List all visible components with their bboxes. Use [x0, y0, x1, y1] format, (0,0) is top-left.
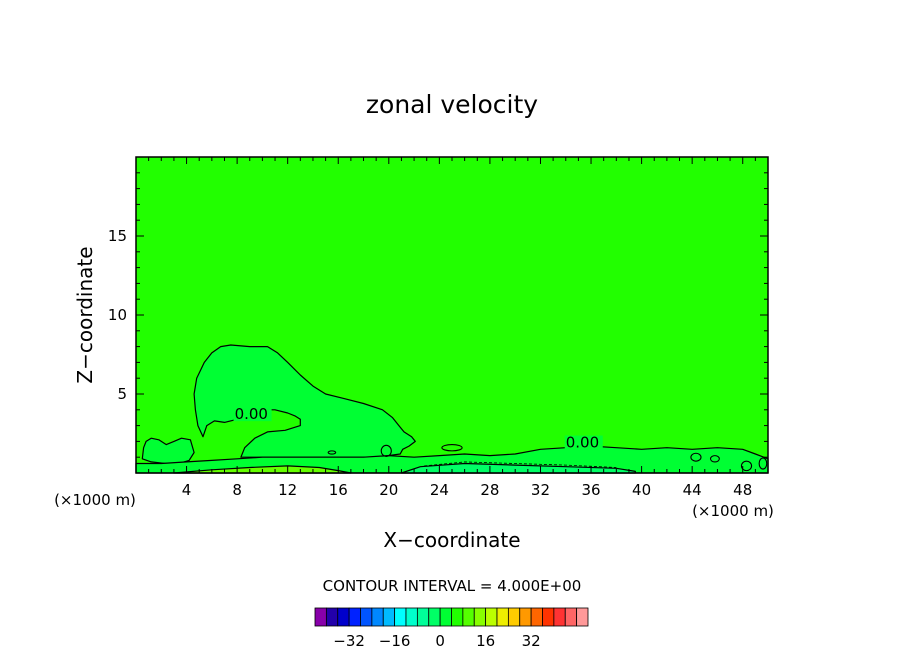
- y-tick-label-15: 15: [108, 227, 127, 245]
- x-tick-label-4: 4: [182, 481, 192, 499]
- small-contour-6: [327, 450, 337, 455]
- colorbar-swatch-18: [519, 607, 532, 627]
- y-axis-label: Z−coordinate: [73, 246, 97, 383]
- colorbar-swatch-11: [439, 607, 452, 627]
- colorbar-swatch-17: [507, 607, 521, 627]
- colorbar-swatch-8: [405, 607, 418, 627]
- x-axis-label: X−coordinate: [383, 528, 520, 552]
- small-contour-4: [740, 460, 753, 472]
- colorbar-label-0: −32: [333, 632, 365, 650]
- small-contour-5: [758, 457, 768, 470]
- colorbar-swatch-20: [542, 607, 555, 627]
- x-tick-label-8: 8: [232, 481, 242, 499]
- x-tick-label-44: 44: [683, 481, 702, 499]
- colorbar-swatch-22: [564, 607, 578, 627]
- colorbar-label-3: 16: [476, 632, 495, 650]
- contour-label-0: 0.00: [235, 405, 268, 423]
- x-tick-label-48: 48: [733, 481, 752, 499]
- colorbar-swatch-1: [325, 607, 339, 627]
- colorbar-swatch-0: [314, 607, 327, 627]
- contour-label-1: 0.00: [566, 434, 599, 452]
- small-contour-3: [709, 455, 720, 463]
- x-tick-label-40: 40: [632, 481, 651, 499]
- x-tick-label-16: 16: [329, 481, 348, 499]
- small-contour-2: [690, 452, 702, 462]
- colorbar-swatch-6: [382, 607, 396, 627]
- small-contours: [327, 444, 768, 472]
- colorbar-label-2: 0: [435, 632, 445, 650]
- negative-contour-line: [424, 461, 617, 468]
- x-tick-label-12: 12: [278, 481, 297, 499]
- colorbar: −32 −16 0 16 32: [314, 607, 589, 650]
- small-contour-1: [441, 444, 463, 452]
- small-contour-0: [380, 444, 392, 457]
- colorbar-swatch-10: [428, 607, 441, 627]
- chart-title: zonal velocity: [366, 90, 538, 119]
- y-tick-label-5: 5: [117, 385, 127, 403]
- x-tick-label-24: 24: [430, 481, 449, 499]
- colorbar-swatch-9: [416, 607, 430, 627]
- colorbar-swatch-12: [451, 607, 464, 627]
- colorbar-swatch-13: [462, 607, 475, 627]
- x-tick-label-20: 20: [379, 481, 398, 499]
- contour-label-bg-1: [564, 435, 603, 450]
- contour-region-plume: [193, 344, 416, 458]
- colorbar-label-4: 32: [522, 632, 541, 650]
- contour-label-bg-0: [233, 407, 272, 422]
- colorbar-swatch-23: [576, 607, 589, 627]
- x-unit-left: (×1000 m): [54, 491, 136, 509]
- plot-area: 0.00 0.00: [135, 156, 769, 474]
- y-tick-label-10: 10: [108, 306, 127, 324]
- colorbar-swatch-14: [473, 607, 487, 627]
- colorbar-swatch-19: [530, 607, 543, 627]
- colorbar-swatch-21: [553, 607, 566, 627]
- plot-background: [136, 157, 768, 473]
- colorbar-swatch-4: [360, 607, 373, 627]
- x-axis-ticks: 4 8 12 16 20 24 28 32 36 40 44 48: [135, 157, 769, 499]
- x-tick-label-36: 36: [581, 481, 600, 499]
- contour-labels: 0.00 0.00: [233, 405, 603, 452]
- colorbar-label-1: −16: [379, 632, 411, 650]
- colorbar-swatch-16: [496, 607, 509, 627]
- colorbar-swatch-3: [348, 607, 361, 627]
- colorbar-swatch-15: [485, 607, 498, 627]
- colorbar-swatch-7: [394, 607, 407, 627]
- x-tick-label-28: 28: [480, 481, 499, 499]
- colorbar-swatch-2: [337, 607, 350, 627]
- y-axis-ticks: 5 10 15: [108, 156, 768, 474]
- x-tick-label-32: 32: [531, 481, 550, 499]
- colorbar-swatch-5: [371, 607, 384, 627]
- x-unit-right: (×1000 m): [692, 502, 774, 520]
- contour-interval-text: CONTOUR INTERVAL = 4.000E+00: [323, 577, 582, 595]
